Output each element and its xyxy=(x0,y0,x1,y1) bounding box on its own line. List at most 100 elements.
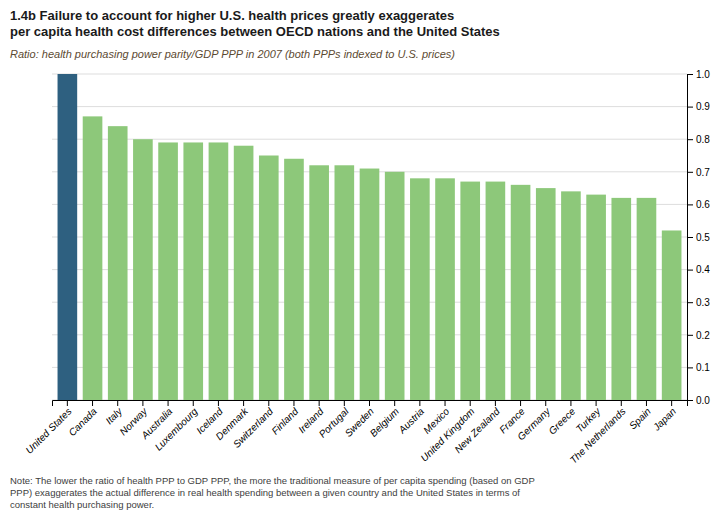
x-tick-label: Luxembourg xyxy=(153,405,200,452)
title: 1.4b Failure to account for higher U.S. … xyxy=(10,8,500,39)
bar xyxy=(133,139,153,400)
x-tick-mark xyxy=(243,400,244,406)
x-tick: Switzerland xyxy=(231,400,276,450)
bar xyxy=(611,198,631,400)
x-tick-label: Canada xyxy=(66,405,99,438)
y-tick: 0.5 xyxy=(687,232,710,243)
bar xyxy=(662,230,682,400)
x-tick: Italy xyxy=(103,400,124,426)
x-tick-label: Belgium xyxy=(368,406,401,439)
x-tick-label: Italy xyxy=(103,405,124,426)
bar xyxy=(561,191,581,400)
bar xyxy=(335,165,355,400)
x-tick: Luxembourg xyxy=(153,400,200,453)
y-tick-label: 0.5 xyxy=(696,232,710,243)
grid xyxy=(52,74,687,400)
x-tick: Austria xyxy=(396,400,427,436)
x-tick-mark xyxy=(545,400,546,406)
x-tick-label: Spain xyxy=(627,405,653,431)
y-tick-mark xyxy=(687,204,693,205)
y-tick-label: 0.2 xyxy=(696,330,710,341)
bar xyxy=(460,182,480,400)
x-tick: Finland xyxy=(269,400,300,437)
x-tick-mark xyxy=(419,400,420,406)
x-tick: Greece xyxy=(546,400,577,437)
bar xyxy=(586,195,606,400)
x-tick-mark xyxy=(621,400,622,406)
y-tick-mark xyxy=(687,172,693,173)
x-tick-label: New Zealand xyxy=(452,405,502,455)
x-tick-label: Germany xyxy=(515,405,553,443)
x-tick-mark xyxy=(319,400,320,406)
x-tick-label: Switzerland xyxy=(231,405,276,450)
x-tick-mark xyxy=(193,400,194,406)
y-tick-mark xyxy=(687,335,693,336)
x-tick-mark xyxy=(369,400,370,406)
bar xyxy=(83,116,103,400)
y-tick-label: 0.1 xyxy=(696,362,710,373)
y-tick-label: 0.4 xyxy=(696,264,710,275)
bars xyxy=(58,74,682,400)
y-tick-mark xyxy=(687,302,693,303)
note: Note: The lower the ratio of health PPP … xyxy=(10,475,535,510)
bar xyxy=(309,165,329,400)
y-tick-label: 0.0 xyxy=(696,395,710,406)
y-tick-label: 0.8 xyxy=(696,134,710,145)
y-tick-mark xyxy=(687,237,693,238)
x-tick-mark xyxy=(495,400,496,406)
x-tick-mark xyxy=(268,400,269,406)
x-tick-mark xyxy=(117,400,118,406)
grid-line xyxy=(52,106,687,107)
y-tick-label: 0.6 xyxy=(696,199,710,210)
y-tick-mark xyxy=(687,74,693,75)
y-tick-label: 0.7 xyxy=(696,167,710,178)
chart: 1.4b Failure to account for higher U.S. … xyxy=(0,0,727,516)
x-tick-mark xyxy=(92,400,93,406)
y-tick-label: 1.0 xyxy=(696,69,710,80)
x-tick-label: The Netherlands xyxy=(568,406,628,466)
bar xyxy=(410,178,430,400)
y-axis: 0.0 0.1 0.2 0.3 0.4 0.5 0.6 0.7 0.8 0.9 1.0 xyxy=(687,69,710,406)
bar xyxy=(234,146,254,400)
x-tick-mark xyxy=(596,400,597,406)
y-tick: 0.4 xyxy=(687,264,710,275)
y-tick: 0.0 xyxy=(687,395,710,406)
y-tick-mark xyxy=(687,367,693,368)
bar xyxy=(486,182,506,400)
x-tick-label: Austria xyxy=(396,405,427,436)
y-tick-mark xyxy=(687,400,693,401)
bar xyxy=(259,156,279,401)
x-tick: Canada xyxy=(66,400,99,438)
y-tick: 0.8 xyxy=(687,134,710,145)
y-tick-mark xyxy=(687,270,693,271)
bar xyxy=(158,142,178,400)
y-tick: 1.0 xyxy=(687,69,710,80)
bar xyxy=(183,142,203,400)
x-tick-mark xyxy=(570,400,571,406)
y-tick-mark xyxy=(687,107,693,108)
x-axis: United StatesCanadaItalyNorwayAustraliaL… xyxy=(23,400,687,466)
y-tick: 0.1 xyxy=(687,362,710,373)
x-tick-mark xyxy=(646,400,647,406)
y-tick-label: 0.9 xyxy=(696,101,710,112)
x-tick-mark xyxy=(394,400,395,406)
x-tick-mark xyxy=(142,400,143,406)
y-tick: 0.3 xyxy=(687,297,710,308)
x-tick-mark xyxy=(344,400,345,406)
bar xyxy=(385,172,405,400)
x-tick-label: Japan xyxy=(650,405,678,433)
y-tick: 0.2 xyxy=(687,330,710,341)
bar xyxy=(536,188,556,400)
x-tick-mark xyxy=(470,400,471,406)
y-axis-line xyxy=(688,75,694,401)
bar xyxy=(209,142,229,400)
subtitle: Ratio: health purchasing power parity/GD… xyxy=(10,48,455,60)
x-tick-mark xyxy=(293,400,294,406)
bar xyxy=(637,198,657,400)
x-tick: United States xyxy=(23,400,73,456)
x-tick-mark xyxy=(218,400,219,406)
y-tick: 0.6 xyxy=(687,199,710,210)
x-tick: Spain xyxy=(627,400,653,432)
x-tick-mark xyxy=(445,400,446,406)
x-tick-mark xyxy=(671,400,672,406)
